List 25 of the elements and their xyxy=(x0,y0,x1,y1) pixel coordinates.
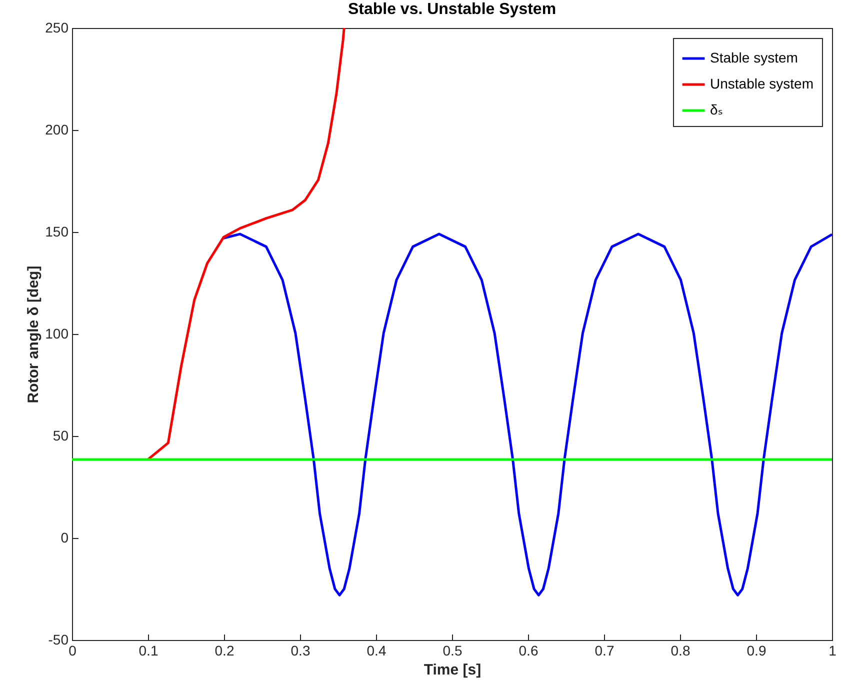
x-tick-label: 0.5 xyxy=(442,642,462,658)
y-tick-label: 0 xyxy=(60,530,69,546)
y-tick-label: 150 xyxy=(45,224,69,240)
x-tick-label: 0.1 xyxy=(138,642,158,658)
x-tick-label: 0.7 xyxy=(594,642,614,658)
line-series xyxy=(222,232,834,596)
y-tick-label: -50 xyxy=(48,632,69,648)
y-tick-label: 100 xyxy=(45,326,69,342)
x-tick-label: 0.3 xyxy=(290,642,310,658)
line-series xyxy=(146,26,346,461)
x-tick-label: 0.2 xyxy=(214,642,234,658)
legend-label: Stable system xyxy=(710,50,798,66)
y-tick-label: 250 xyxy=(45,20,69,36)
x-axis-title: Time [s] xyxy=(424,662,482,678)
x-tick-label: 0.4 xyxy=(366,642,386,658)
legend-label: Unstable system xyxy=(710,76,814,92)
y-tick-label: 200 xyxy=(45,122,69,138)
y-tick-label: 50 xyxy=(52,428,69,444)
y-axis-title: Rotor angle δ [deg] xyxy=(25,266,42,404)
x-tick-label: 1 xyxy=(828,642,837,658)
chart-title: Stable vs. Unstable System xyxy=(348,1,556,18)
x-tick-label: 0.9 xyxy=(746,642,766,658)
x-tick-label: 0.8 xyxy=(670,642,690,658)
legend-label: δₛ xyxy=(710,102,724,118)
x-tick-label: 0.6 xyxy=(518,642,538,658)
